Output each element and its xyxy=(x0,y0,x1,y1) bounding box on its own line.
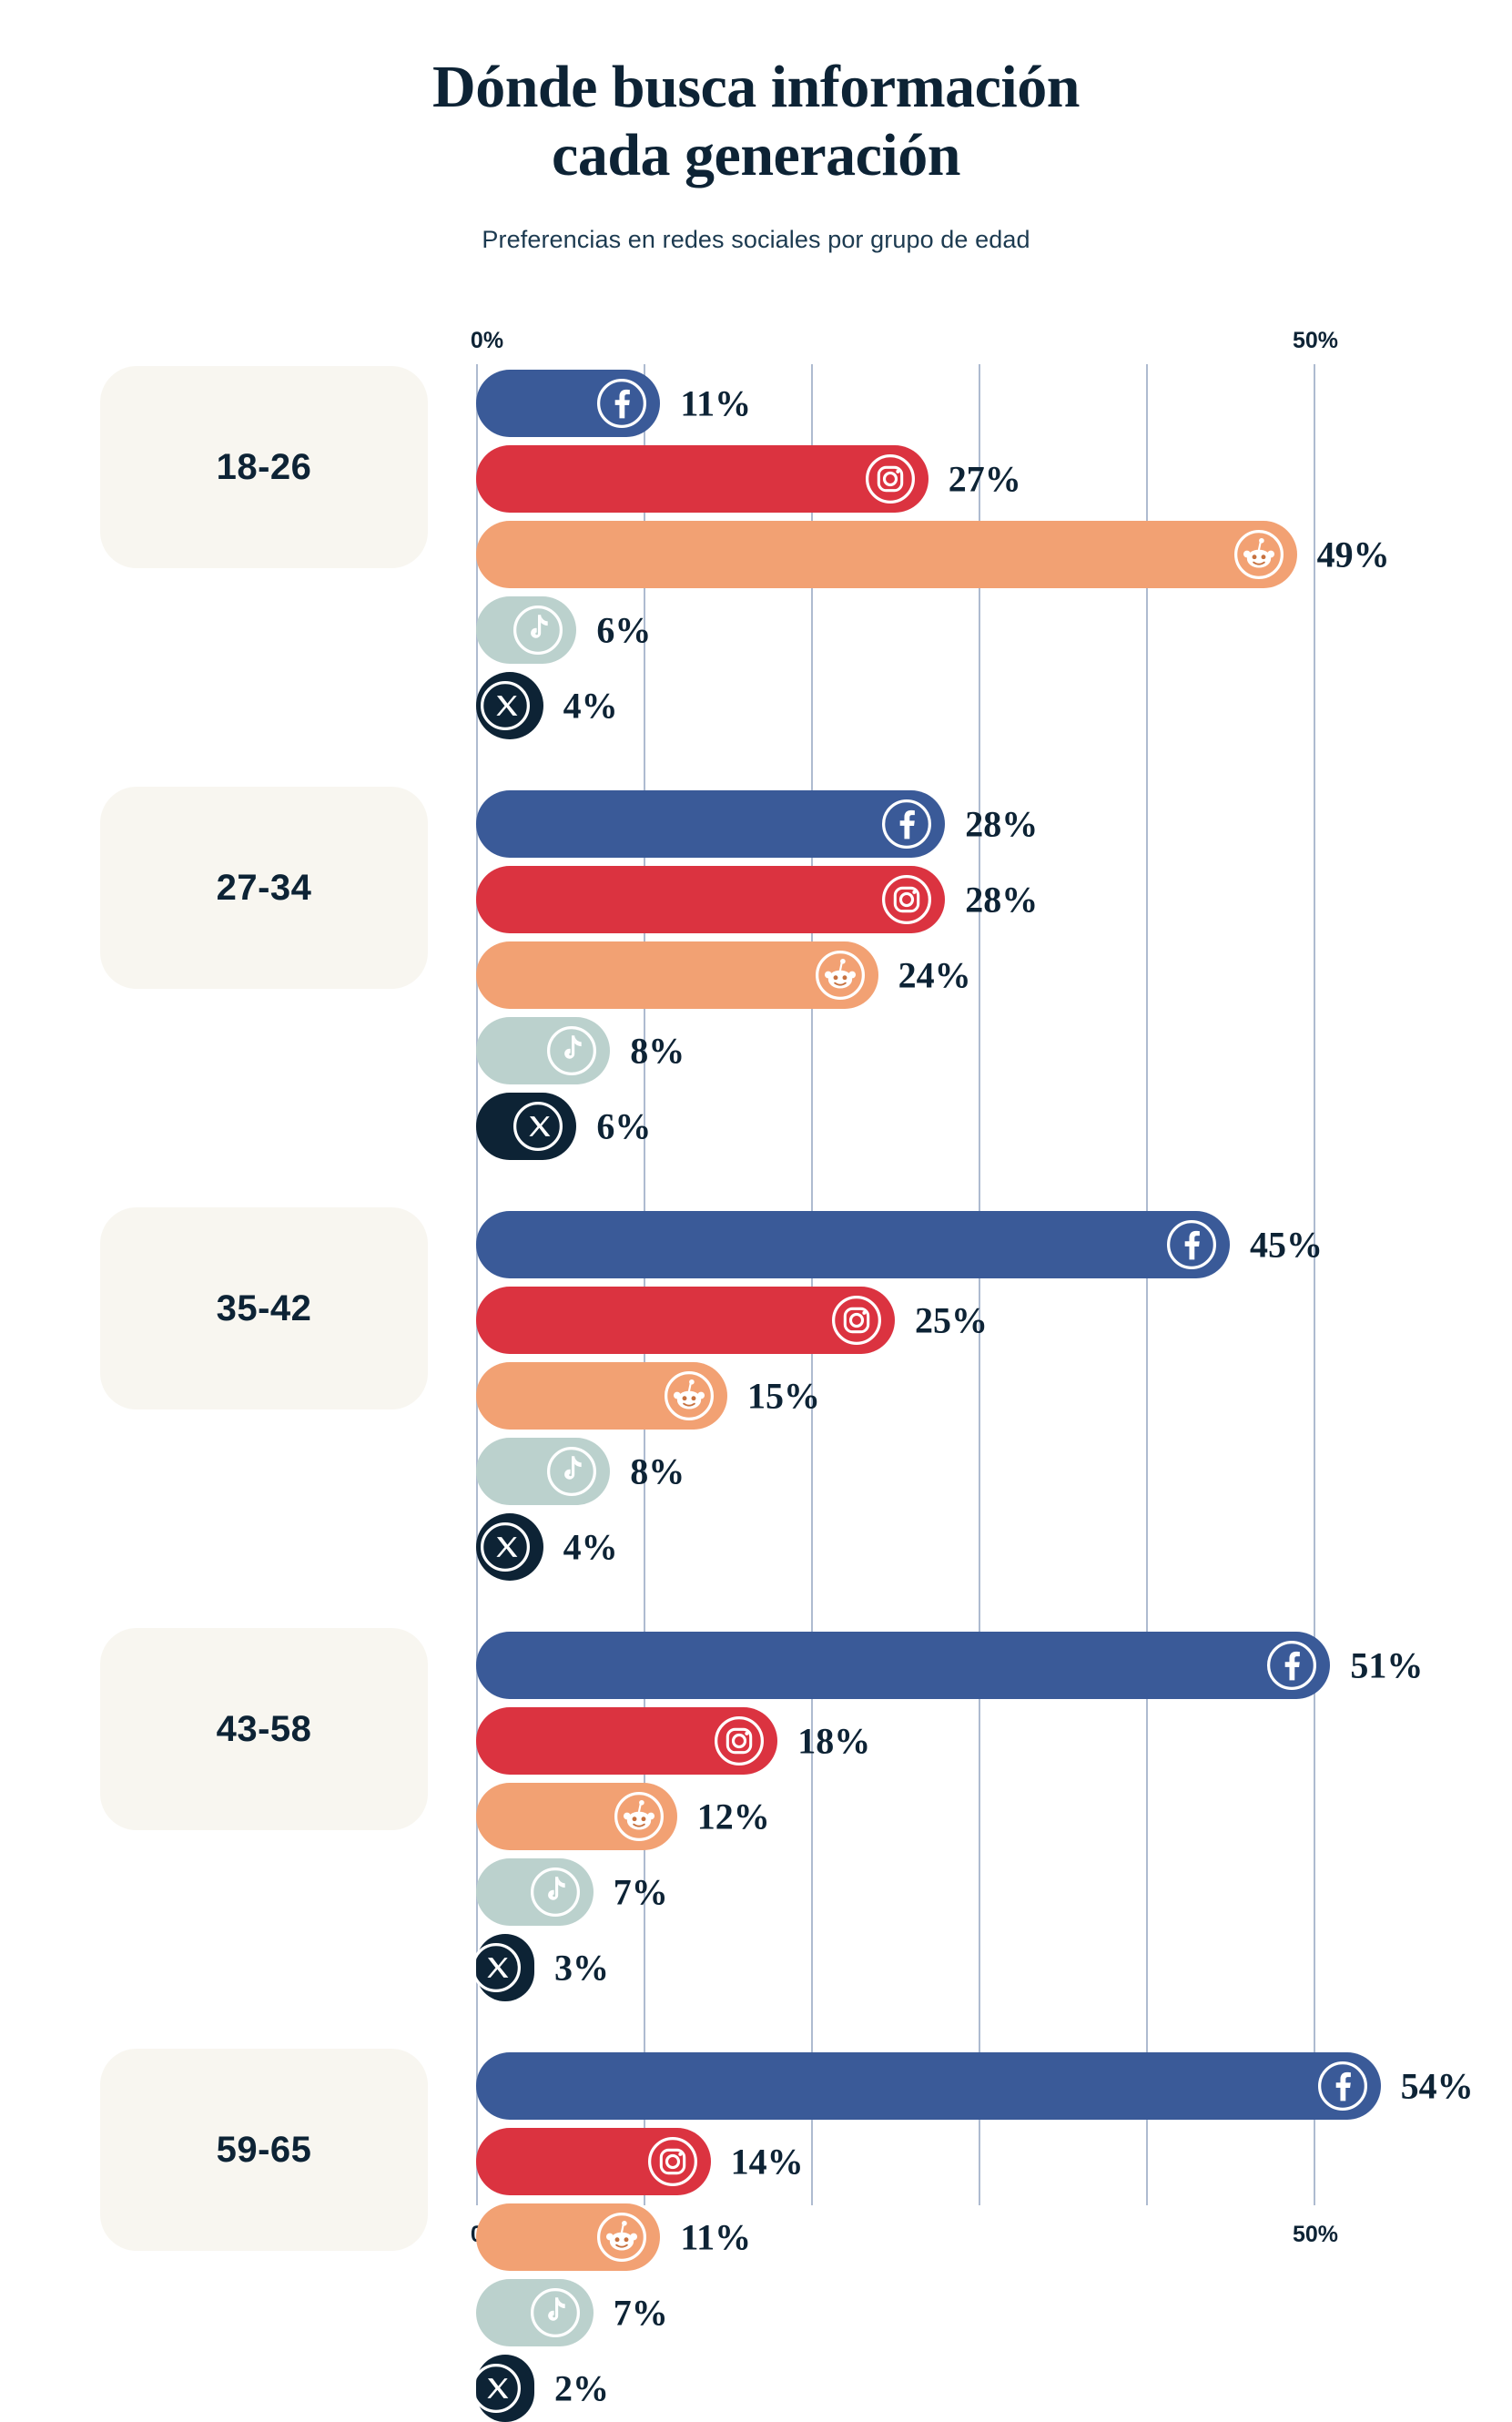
bar-value-label: 51% xyxy=(1350,1644,1424,1686)
x-icon xyxy=(470,1941,523,1994)
axis-tick-top-50: 50% xyxy=(1292,328,1339,353)
gridline-30 xyxy=(979,364,980,2205)
bar-value-label: 2% xyxy=(554,2367,609,2409)
bar-value-label: 4% xyxy=(563,1526,618,1568)
bar-value-label: 25% xyxy=(915,1299,988,1341)
bar-tiktok[interactable] xyxy=(476,596,577,664)
bar-value-label: 28% xyxy=(965,879,1039,921)
axis-tick-top-0: 0% xyxy=(470,328,504,353)
age-group-label: 18-26 xyxy=(216,446,312,487)
bar-value-label: 15% xyxy=(747,1375,820,1417)
instagram-icon xyxy=(830,1294,883,1347)
age-group-label: 35-42 xyxy=(216,1287,312,1328)
gridline-20 xyxy=(811,364,813,2205)
bar-value-label: 8% xyxy=(630,1450,685,1492)
bar-value-label: 6% xyxy=(596,609,652,651)
age-group-card: 27-34 xyxy=(100,787,428,989)
bar-value-label: 7% xyxy=(613,2292,668,2334)
bar-facebook[interactable] xyxy=(476,1632,1331,1699)
age-group-label: 27-34 xyxy=(216,867,312,908)
bar-facebook[interactable] xyxy=(476,2052,1381,2120)
bar-value-label: 18% xyxy=(797,1720,871,1762)
tiktok-icon xyxy=(545,1445,598,1498)
chart-plot-area: 0%50%0%50% xyxy=(470,328,1339,2247)
bar-instagram[interactable] xyxy=(476,1287,895,1354)
reddit-icon xyxy=(613,1790,665,1843)
age-group-card: 35-42 xyxy=(100,1207,428,1409)
bar-value-label: 27% xyxy=(948,458,1021,500)
bar-facebook[interactable] xyxy=(476,1211,1230,1278)
bar-value-label: 11% xyxy=(680,382,752,424)
bar-tiktok[interactable] xyxy=(476,1017,611,1084)
bar-reddit[interactable] xyxy=(476,941,878,1009)
instagram-icon xyxy=(713,1715,766,1767)
reddit-icon xyxy=(595,2211,648,2264)
facebook-icon xyxy=(1165,1218,1218,1271)
tiktok-icon xyxy=(545,1024,598,1077)
bar-value-label: 3% xyxy=(554,1947,609,1989)
age-group-label: 43-58 xyxy=(216,1708,312,1749)
chart-subtitle: Preferencias en redes sociales por grupo… xyxy=(482,226,1030,254)
facebook-icon xyxy=(1316,2060,1369,2112)
bar-value-label: 24% xyxy=(898,954,971,996)
bar-value-label: 11% xyxy=(680,2216,752,2258)
instagram-icon xyxy=(864,453,917,505)
x-icon xyxy=(512,1100,564,1153)
gridline-40 xyxy=(1146,364,1148,2205)
bar-value-label: 49% xyxy=(1316,534,1390,575)
x-icon xyxy=(479,679,532,732)
bar-value-label: 7% xyxy=(613,1871,668,1913)
age-group-card: 18-26 xyxy=(100,366,428,568)
bar-value-label: 45% xyxy=(1250,1224,1323,1266)
reddit-icon xyxy=(663,1369,715,1422)
bar-instagram[interactable] xyxy=(476,866,946,933)
tiktok-icon xyxy=(529,2286,582,2339)
bar-value-label: 12% xyxy=(696,1796,770,1837)
tiktok-icon xyxy=(529,1866,582,1918)
age-group-card: 59-65 xyxy=(100,2049,428,2251)
age-group-card: 43-58 xyxy=(100,1628,428,1830)
x-icon xyxy=(470,2362,523,2415)
chart-header: Dónde busca información cada generación … xyxy=(0,0,1512,254)
age-group-label: 59-65 xyxy=(216,2129,312,2170)
bar-value-label: 14% xyxy=(730,2141,804,2183)
facebook-icon xyxy=(595,377,648,430)
reddit-icon xyxy=(814,949,867,1002)
instagram-icon xyxy=(880,873,933,926)
bar-value-label: 6% xyxy=(596,1105,652,1147)
bar-instagram[interactable] xyxy=(476,445,929,513)
x-icon xyxy=(479,1521,532,1573)
bar-facebook[interactable] xyxy=(476,790,946,858)
instagram-icon xyxy=(646,2135,699,2188)
tiktok-icon xyxy=(512,604,564,656)
bar-x[interactable] xyxy=(476,1093,577,1160)
reddit-icon xyxy=(1233,528,1285,581)
facebook-icon xyxy=(1265,1639,1318,1692)
page-title: Dónde busca información cada generación xyxy=(432,54,1080,189)
gridline-50 xyxy=(1314,364,1315,2205)
bar-tiktok[interactable] xyxy=(476,1858,594,1926)
bar-value-label: 54% xyxy=(1400,2065,1474,2107)
bar-value-label: 8% xyxy=(630,1030,685,1072)
axis-tick-bottom-50: 50% xyxy=(1292,2222,1339,2247)
bar-value-label: 28% xyxy=(965,803,1039,845)
bar-tiktok[interactable] xyxy=(476,1438,611,1505)
bar-value-label: 4% xyxy=(563,685,618,727)
facebook-icon xyxy=(880,798,933,850)
bar-reddit[interactable] xyxy=(476,521,1297,588)
